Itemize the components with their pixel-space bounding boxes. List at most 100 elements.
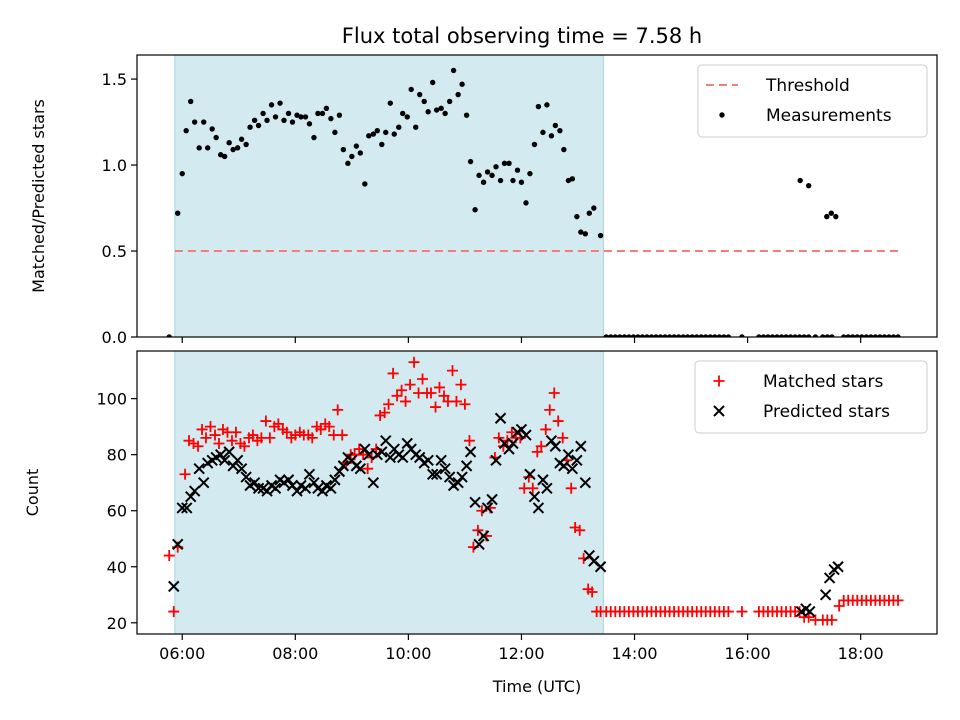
series-matched-stars	[163, 356, 904, 626]
predicted-star-point	[594, 561, 607, 573]
matched-star-point	[833, 600, 845, 612]
measurement-point	[383, 129, 389, 136]
matched-star-point	[379, 407, 391, 419]
measurement-point	[400, 110, 406, 117]
legend-label: Predicted stars	[763, 402, 890, 422]
matched-star-point	[433, 381, 445, 393]
predicted-star-point	[380, 434, 392, 447]
legend: Threshold Measurements	[697, 64, 928, 138]
predicted-star-point	[575, 440, 587, 452]
measurement-point	[603, 334, 609, 337]
measurement-point	[463, 112, 470, 118]
matched-star-point	[552, 415, 564, 427]
matched-star-point	[535, 440, 547, 452]
predicted-star-point	[804, 605, 816, 618]
matched-star-point	[238, 440, 250, 452]
matched-star-point	[557, 432, 569, 444]
matched-star-point	[264, 432, 276, 444]
matched-star-point	[260, 415, 272, 427]
measurement-point	[707, 334, 713, 337]
predicted-star-point	[439, 462, 451, 475]
plot-area	[166, 67, 901, 337]
matched-star-point	[315, 423, 327, 435]
measurement-point	[586, 210, 592, 216]
matched-star-point	[213, 437, 225, 449]
measurement-point	[639, 334, 646, 337]
measurement-point	[506, 160, 512, 167]
predicted-star-point	[384, 451, 396, 464]
predicted-star-point	[240, 471, 252, 483]
measurement-point	[191, 119, 198, 125]
measurement-point	[379, 141, 385, 148]
measurement-point	[289, 119, 296, 125]
measurement-point	[404, 114, 410, 120]
x-tick-label: 18:00	[838, 644, 884, 663]
matched-star-point	[196, 423, 208, 435]
x-tick-label: 08:00	[272, 644, 318, 663]
measurement-point	[476, 172, 482, 179]
measurement-point	[540, 129, 546, 136]
measurement-point	[336, 112, 343, 118]
measurement-point	[617, 334, 623, 337]
measurement-point	[514, 167, 521, 173]
matched-star-point	[163, 550, 175, 562]
measurement-point	[868, 334, 874, 337]
measurement-point	[626, 334, 632, 337]
matched-star-point	[192, 440, 204, 452]
measurement-point	[694, 334, 700, 337]
measurement-point	[425, 109, 431, 115]
predicted-star-point	[558, 460, 570, 472]
plot-area	[163, 356, 904, 626]
measurement-point	[881, 334, 888, 337]
predicted-star-point	[503, 443, 515, 455]
predicted-star-point	[359, 443, 371, 455]
matched-star-point	[450, 395, 462, 407]
measurement-point	[374, 127, 380, 134]
predicted-star-point	[235, 462, 248, 475]
measurement-point	[833, 213, 839, 220]
measurement-point	[416, 91, 423, 98]
legend-label: Threshold	[765, 76, 850, 96]
matched-star-point	[586, 586, 598, 598]
predicted-star-point	[223, 446, 235, 458]
predicted-star-point	[337, 460, 350, 472]
matched-star-point	[459, 398, 471, 410]
matched-star-point	[272, 418, 284, 430]
matched-star-point	[391, 390, 403, 402]
predicted-star-point	[469, 496, 481, 509]
measurement-point	[612, 334, 619, 337]
measurement-point	[653, 334, 659, 337]
measurement-point	[493, 164, 499, 170]
predicted-star-point	[248, 476, 261, 489]
measurement-point	[787, 334, 794, 337]
predicted-star-point	[188, 485, 201, 497]
measurement-point	[196, 145, 202, 151]
measurement-point	[582, 231, 589, 237]
measurement-point	[739, 334, 745, 337]
measurement-point	[298, 114, 304, 120]
predicted-star-point	[566, 462, 579, 475]
measurement-point	[721, 334, 727, 337]
predicted-star-point	[291, 485, 303, 497]
measurement-point	[703, 334, 709, 337]
measurement-point	[433, 107, 440, 113]
y-tick-label: 0.0	[102, 328, 127, 347]
measurement-point	[353, 143, 360, 149]
matched-star-point	[387, 367, 399, 379]
measurement-point	[725, 334, 732, 337]
predicted-star-point	[460, 460, 473, 472]
predicted-star-point	[171, 538, 184, 551]
measurement-point	[698, 334, 704, 337]
predicted-star-point	[532, 502, 545, 514]
matched-star-point	[472, 524, 484, 536]
predicted-star-point	[464, 446, 477, 458]
legend-key-matched	[713, 375, 725, 387]
measurement-point	[841, 334, 847, 337]
measurement-point	[370, 131, 377, 137]
matched-star-point	[463, 435, 475, 447]
measurement-point	[413, 124, 419, 130]
measurement-point	[824, 213, 830, 220]
measurement-point	[805, 334, 812, 337]
predicted-star-point	[354, 462, 367, 475]
measurement-point	[209, 126, 215, 132]
